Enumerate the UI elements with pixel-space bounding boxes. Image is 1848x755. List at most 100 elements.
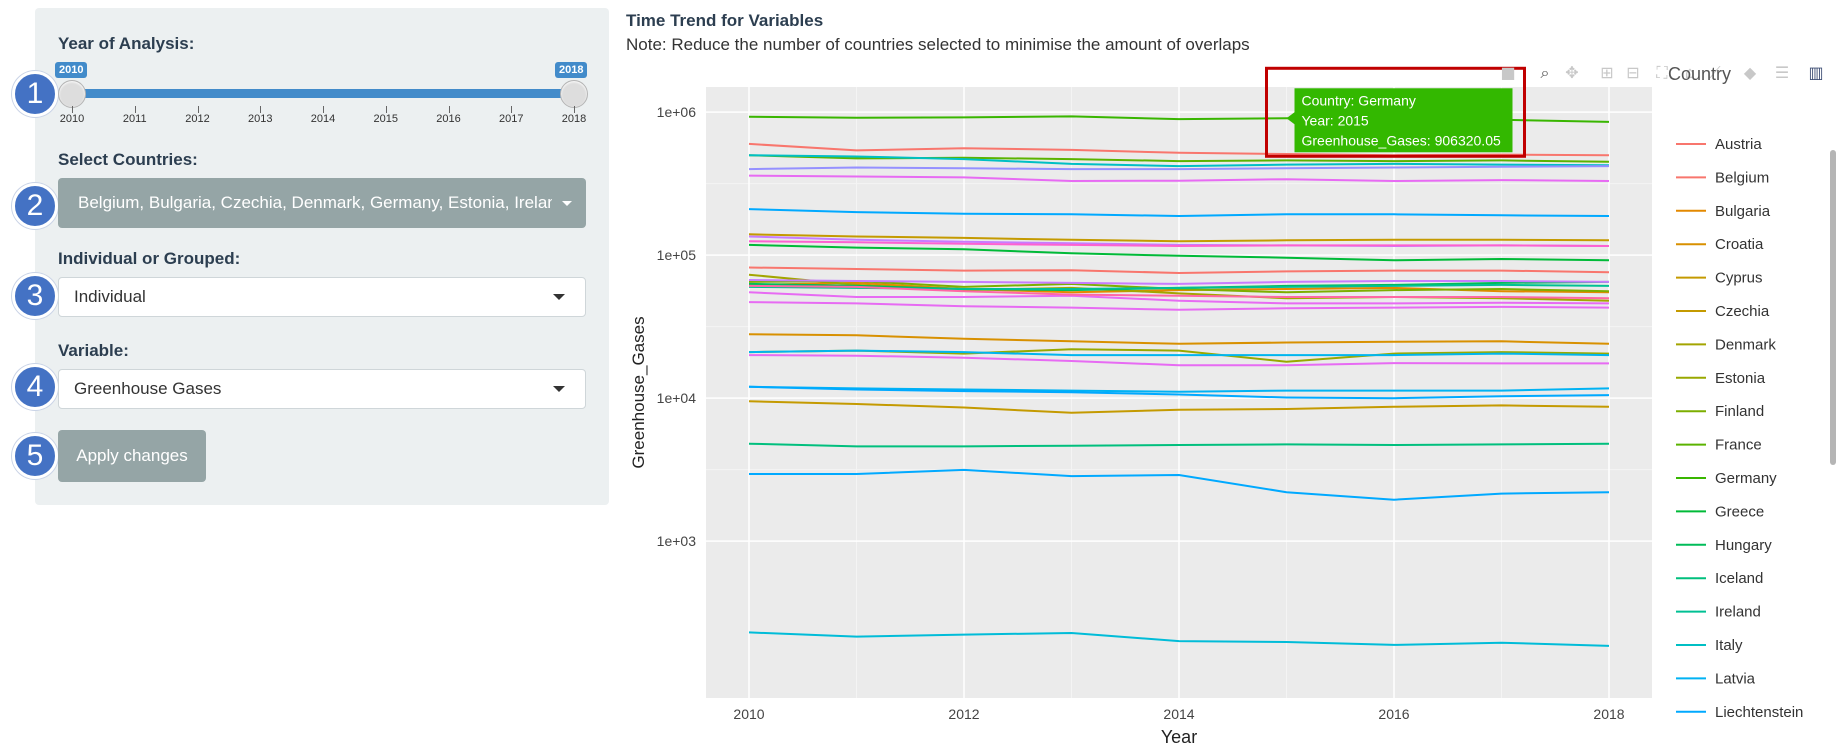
- slider-tick: [72, 106, 73, 113]
- step-badge-2: 2: [12, 183, 58, 229]
- legend-item-label[interactable]: Hungary: [1715, 537, 1772, 554]
- slider-tick-label: 2017: [499, 113, 524, 125]
- slider-tick-label: 2011: [122, 113, 147, 125]
- legend-item-label[interactable]: Denmark: [1715, 336, 1776, 353]
- legend-scrollbar[interactable]: [1830, 150, 1836, 465]
- legend-item-label[interactable]: Iceland: [1715, 570, 1763, 587]
- legend-title: Country: [1668, 64, 1731, 84]
- countries-label: Select Countries:: [58, 150, 198, 169]
- hover-tooltip: [1294, 88, 1513, 153]
- series-line[interactable]: [749, 468, 1610, 501]
- x-tick-label: 2016: [1378, 706, 1409, 722]
- x-tick-label: 2012: [948, 706, 979, 722]
- time-trend-chart[interactable]: 1e+03 1e+04 1e+05 1e+06 2010 2012 2014 2016 2018…: [620, 55, 1848, 755]
- legend-item-label[interactable]: Estonia: [1715, 370, 1766, 387]
- series-line[interactable]: [748, 400, 1610, 414]
- series-line[interactable]: [748, 233, 1610, 243]
- variable-select[interactable]: Greenhouse Gases: [58, 369, 586, 409]
- countries-picker[interactable]: Belgium, Bulgaria, Czechia, Denmark, Ger…: [58, 178, 586, 228]
- series-line[interactable]: [748, 333, 1610, 345]
- slider-max-value: 2018: [555, 62, 588, 78]
- series-line[interactable]: [748, 291, 1610, 305]
- slider-tick: [448, 106, 450, 113]
- slider-track[interactable]: [72, 89, 574, 98]
- reset-axes-icon[interactable]: ⌂: [1685, 63, 1695, 82]
- x-tick-label: 2018: [1593, 706, 1624, 722]
- x-axis-title: Year: [1161, 727, 1197, 747]
- tooltip-line: Country: Germany: [1302, 92, 1416, 108]
- slider-tick-label: 2013: [248, 113, 273, 125]
- apply-changes-button[interactable]: Apply changes: [58, 430, 206, 482]
- series-line[interactable]: [748, 240, 1610, 248]
- autoscale-icon[interactable]: ⛶: [1656, 63, 1668, 82]
- hover-compare-icon[interactable]: ☰: [1775, 63, 1789, 82]
- step-badge-5: 5: [12, 433, 58, 479]
- plotly-logo-icon[interactable]: ▥: [1808, 63, 1823, 82]
- hover-closest-icon[interactable]: ◆: [1744, 63, 1757, 82]
- y-axis-title: Greenhouse_Gases: [629, 316, 648, 468]
- y-tick-label: 1e+05: [657, 247, 697, 263]
- legend-item-label[interactable]: Finland: [1715, 403, 1764, 420]
- series-line[interactable]: [748, 266, 1610, 275]
- slider-min-value: 2010: [55, 62, 88, 78]
- caret-down-icon: [553, 386, 565, 392]
- slider-tick: [385, 106, 387, 113]
- legend-item-label[interactable]: Germany: [1715, 470, 1777, 487]
- legend-item-label[interactable]: Croatia: [1715, 236, 1764, 253]
- grouping-label: Individual or Grouped:: [58, 249, 241, 268]
- pan-icon[interactable]: ✥: [1565, 63, 1578, 82]
- slider-tick-label: 2010: [59, 113, 85, 125]
- legend-item-label[interactable]: Cyprus: [1715, 270, 1763, 287]
- year-label: Year of Analysis:: [58, 34, 195, 53]
- series-line[interactable]: [748, 349, 1610, 357]
- series-line[interactable]: [748, 442, 1610, 448]
- step-badge-1: 1: [12, 71, 58, 117]
- legend-item-label[interactable]: Bulgaria: [1715, 203, 1771, 220]
- series-line[interactable]: [748, 165, 1610, 171]
- legend-item-label[interactable]: Greece: [1715, 503, 1764, 520]
- slider-tick: [511, 106, 513, 113]
- series-line[interactable]: [748, 284, 1610, 300]
- slider-tick-label: 2016: [436, 113, 461, 125]
- zoom-icon[interactable]: ⌕: [1541, 63, 1550, 82]
- camera-icon[interactable]: ■: [1500, 63, 1515, 82]
- slider-tick-label: 2014: [310, 113, 336, 125]
- legend-item-label[interactable]: Ireland: [1715, 604, 1761, 621]
- legend-item-label[interactable]: Italy: [1715, 637, 1743, 654]
- slider-tick: [323, 106, 324, 113]
- slider-handle-min[interactable]: [58, 80, 86, 108]
- legend-item-label[interactable]: France: [1715, 437, 1762, 454]
- grouping-select[interactable]: Individual: [58, 277, 586, 317]
- series-line[interactable]: [748, 385, 1610, 400]
- y-tick-label: 1e+06: [657, 104, 697, 120]
- y-tick-label: 1e+03: [657, 533, 697, 549]
- tooltip-line: Year: 2015: [1302, 112, 1369, 128]
- slider-handle-max[interactable]: [560, 80, 588, 108]
- zoom-in-icon[interactable]: ⊞: [1600, 63, 1613, 82]
- legend-item-label[interactable]: Latvia: [1715, 670, 1756, 687]
- slider-tick-label: 2018: [561, 113, 587, 125]
- y-tick-label: 1e+04: [657, 390, 697, 406]
- zoom-out-icon[interactable]: ⊟: [1626, 63, 1639, 82]
- slider-tick-label: 2012: [185, 113, 210, 125]
- grouping-select-value: Individual: [74, 287, 146, 306]
- series-line[interactable]: [748, 174, 1610, 183]
- series-line[interactable]: [748, 279, 1610, 285]
- legend-item-label[interactable]: Belgium: [1715, 169, 1769, 186]
- series-line[interactable]: [748, 354, 1609, 367]
- series-line[interactable]: [748, 154, 1610, 168]
- legend-item-label[interactable]: Liechtenstein: [1715, 704, 1803, 721]
- tooltip-pointer: [1286, 112, 1295, 125]
- series-line[interactable]: [748, 243, 1610, 262]
- tooltip-highlight-box: [1265, 66, 1526, 158]
- series-line[interactable]: [748, 631, 1610, 647]
- legend-item-label[interactable]: Austria: [1715, 136, 1762, 153]
- spike-lines-icon[interactable]: ⟋: [1709, 63, 1721, 82]
- legend-item-label[interactable]: Czechia: [1715, 303, 1770, 320]
- series-line[interactable]: [748, 208, 1610, 218]
- series-line[interactable]: [748, 385, 1610, 393]
- step-badge-4: 4: [12, 364, 58, 410]
- series-line[interactable]: [748, 279, 1610, 294]
- series-line[interactable]: [748, 301, 1610, 311]
- x-tick-label: 2014: [1163, 706, 1194, 722]
